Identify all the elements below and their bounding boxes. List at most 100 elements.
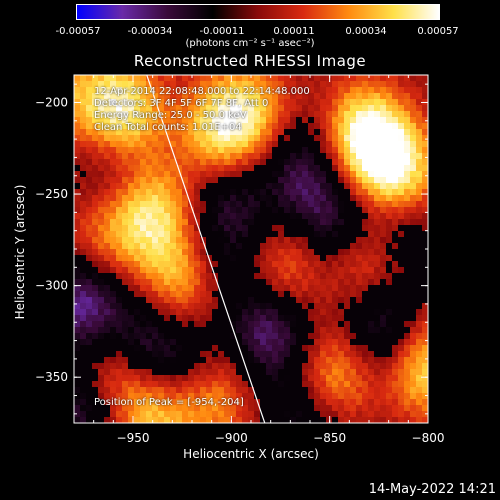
heatmap-cell	[416, 267, 423, 274]
heatmap-cell	[350, 405, 357, 412]
heatmap-cell	[332, 291, 339, 298]
heatmap-cell	[266, 147, 273, 154]
heatmap-cell	[422, 411, 428, 418]
heatmap-cell	[224, 369, 231, 376]
heatmap-cell	[296, 279, 303, 286]
heatmap-cell	[104, 219, 111, 226]
heatmap-cell	[332, 405, 339, 412]
heatmap-cell	[176, 249, 183, 256]
heatmap-cell	[248, 345, 255, 352]
heatmap-cell	[140, 297, 147, 304]
heatmap-cell	[98, 165, 105, 172]
heatmap-cell	[86, 309, 93, 316]
heatmap-cell	[386, 339, 393, 346]
heatmap-cell	[260, 111, 267, 118]
heatmap-cell	[134, 381, 141, 388]
heatmap-cell	[158, 363, 165, 370]
heatmap-cell	[302, 195, 309, 202]
heatmap-cell	[104, 285, 111, 292]
heatmap-cell	[326, 357, 333, 364]
heatmap-cell	[242, 249, 249, 256]
heatmap-cell	[422, 315, 428, 322]
heatmap-cell	[266, 303, 273, 310]
heatmap-cell	[338, 243, 345, 250]
heatmap-cell	[380, 105, 387, 112]
heatmap-cell	[320, 405, 327, 412]
heatmap-cell	[92, 255, 99, 262]
heatmap-cell	[254, 117, 261, 124]
heatmap-cell	[362, 75, 369, 82]
heatmap-cell	[284, 405, 291, 412]
heatmap-cell	[92, 159, 99, 166]
heatmap-cell	[416, 321, 423, 328]
heatmap-cell	[188, 255, 195, 262]
heatmap-cell	[284, 327, 291, 334]
heatmap-cell	[92, 183, 99, 190]
heatmap-cell	[416, 219, 423, 226]
heatmap-cell	[134, 285, 141, 292]
heatmap-cell	[104, 369, 111, 376]
heatmap-cell	[326, 267, 333, 274]
heatmap-cell	[278, 99, 285, 106]
heatmap-cell	[404, 363, 411, 370]
heatmap-cell	[230, 285, 237, 292]
heatmap-cell	[230, 135, 237, 142]
heatmap-cell	[410, 147, 417, 154]
heatmap-cell	[326, 261, 333, 268]
heatmap-cell	[200, 309, 207, 316]
heatmap-cell	[98, 327, 105, 334]
heatmap-cell	[200, 267, 207, 274]
heatmap-cell	[350, 177, 357, 184]
heatmap-cell	[404, 201, 411, 208]
heatmap-cell	[416, 261, 423, 268]
heatmap-cell	[410, 129, 417, 136]
heatmap-cell	[218, 135, 225, 142]
heatmap-cell	[302, 411, 309, 418]
heatmap-cell	[338, 255, 345, 262]
heatmap-cell	[338, 351, 345, 358]
heatmap-cell	[128, 213, 135, 220]
heatmap-cell	[380, 81, 387, 88]
heatmap-cell	[344, 345, 351, 352]
heatmap-cell	[224, 267, 231, 274]
heatmap-cell	[218, 273, 225, 280]
heatmap-cell	[230, 255, 237, 262]
heatmap-cell	[362, 405, 369, 412]
heatmap-cell	[386, 75, 393, 82]
heatmap-cell	[242, 291, 249, 298]
heatmap-cell	[254, 333, 261, 340]
heatmap-cell	[284, 99, 291, 106]
heatmap-cell	[272, 123, 279, 130]
heatmap-cell	[254, 135, 261, 142]
heatmap-cell	[350, 165, 357, 172]
heatmap-cell	[278, 207, 285, 214]
heatmap-cell	[80, 231, 87, 238]
heatmap-cell	[386, 417, 393, 423]
heatmap-cell	[344, 147, 351, 154]
heatmap-cell	[80, 303, 87, 310]
heatmap-cell	[272, 243, 279, 250]
heatmap-cell	[224, 333, 231, 340]
heatmap-cell	[140, 345, 147, 352]
heatmap-cell	[218, 141, 225, 148]
heatmap-cell	[422, 375, 428, 382]
heatmap-cell	[398, 345, 405, 352]
heatmap-cell	[302, 303, 309, 310]
heatmap-cell	[218, 303, 225, 310]
heatmap-cell	[230, 303, 237, 310]
heatmap-cell	[392, 417, 399, 423]
heatmap-cell	[98, 177, 105, 184]
heatmap-cell	[98, 291, 105, 298]
heatmap-cell	[356, 291, 363, 298]
heatmap-cell	[188, 339, 195, 346]
heatmap-cell	[188, 177, 195, 184]
heatmap-cell	[374, 327, 381, 334]
heatmap-cell	[350, 285, 357, 292]
heatmap-cell	[224, 363, 231, 370]
heatmap-cell	[338, 189, 345, 196]
heatmap-cell	[278, 405, 285, 412]
heatmap-cell	[404, 333, 411, 340]
heatmap-cell	[194, 309, 201, 316]
heatmap-cell	[164, 177, 171, 184]
heatmap-cell	[272, 159, 279, 166]
